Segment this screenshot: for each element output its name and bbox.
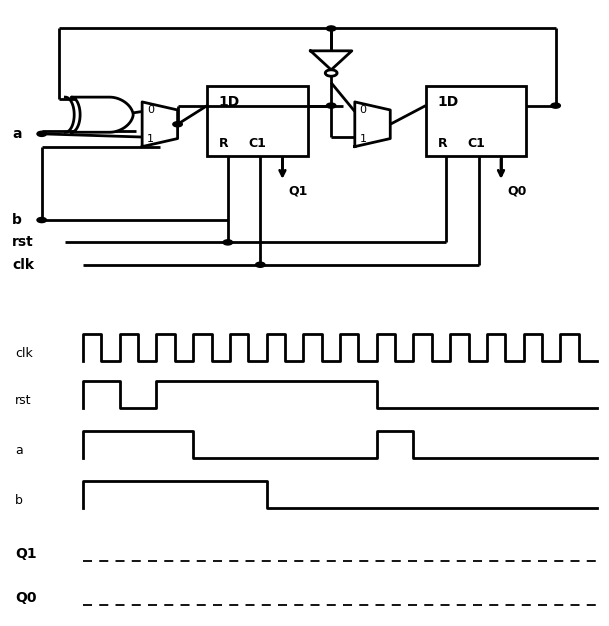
Text: 1: 1 <box>359 133 367 143</box>
Text: clk: clk <box>15 347 33 359</box>
Text: 1D: 1D <box>219 95 240 109</box>
Text: b: b <box>15 494 23 506</box>
Circle shape <box>173 121 182 127</box>
Text: C1: C1 <box>248 137 266 150</box>
Text: clk: clk <box>12 258 34 272</box>
Circle shape <box>256 262 265 267</box>
Circle shape <box>551 103 560 108</box>
Text: rst: rst <box>12 235 34 249</box>
Text: Q0: Q0 <box>15 591 37 605</box>
Circle shape <box>223 240 233 245</box>
Circle shape <box>326 103 336 108</box>
Circle shape <box>37 217 46 223</box>
Text: C1: C1 <box>467 137 485 150</box>
Text: a: a <box>15 444 23 456</box>
Text: 0: 0 <box>359 105 367 115</box>
Text: rst: rst <box>15 394 32 406</box>
Polygon shape <box>426 86 526 156</box>
Text: R: R <box>437 137 447 150</box>
Polygon shape <box>207 86 308 156</box>
Text: 1: 1 <box>147 133 154 143</box>
Text: Q1: Q1 <box>288 185 308 198</box>
Polygon shape <box>142 102 178 146</box>
Text: Q0: Q0 <box>507 185 526 198</box>
Text: 0: 0 <box>147 105 154 115</box>
Text: 1D: 1D <box>437 95 459 109</box>
Text: Q1: Q1 <box>15 547 37 561</box>
Text: a: a <box>12 127 22 141</box>
Circle shape <box>37 131 46 136</box>
Text: b: b <box>12 213 22 227</box>
Text: R: R <box>219 137 228 150</box>
Circle shape <box>326 26 336 31</box>
Circle shape <box>325 70 337 76</box>
Polygon shape <box>355 102 390 146</box>
Polygon shape <box>71 97 133 132</box>
Polygon shape <box>311 51 352 70</box>
